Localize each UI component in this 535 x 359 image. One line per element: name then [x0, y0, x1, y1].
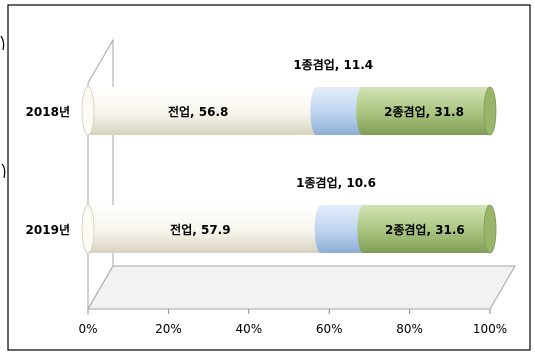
bar-segment-1-2	[357, 205, 497, 253]
data-labels: 전업, 56.8 1종겸업, 11.4 2종겸업, 31.8 전업, 57.9 1종겸업…	[168, 57, 465, 237]
data-label: 1종겸업, 10.6	[296, 175, 376, 190]
x-tick-labels: 0% 20% 40% 60% 80% 100%	[78, 309, 507, 336]
bar-start-cap	[81, 204, 95, 254]
chart-walls	[87, 38, 516, 311]
floor	[87, 265, 516, 310]
x-tick-label: 20%	[155, 322, 182, 336]
bar-segment-0-1	[310, 87, 369, 135]
bar-segment-1-0	[82, 205, 327, 253]
bar-segment-1-1	[314, 205, 370, 253]
data-label: 1종겸업, 11.4	[293, 57, 373, 72]
data-label: 2종겸업, 31.8	[384, 104, 464, 119]
x-tick-label: 100%	[473, 322, 507, 336]
edge-fragment	[0, 35, 5, 51]
bar-end-cap	[483, 204, 497, 254]
edge-fragment	[1, 163, 6, 179]
x-tick-label: 0%	[78, 322, 97, 336]
data-label: 2종겸업, 31.6	[385, 222, 465, 237]
bar-end-cap	[483, 86, 497, 136]
data-label: 전업, 57.9	[170, 222, 230, 237]
data-label: 전업, 56.8	[168, 104, 228, 119]
category-label: 2019년	[26, 223, 70, 237]
chart-frame	[7, 4, 531, 351]
bar-segment-0-0	[82, 87, 323, 135]
x-tick-label: 60%	[316, 322, 343, 336]
side-wall	[87, 38, 114, 311]
x-tick-label: 40%	[235, 322, 262, 336]
category-labels: 2018년 2019년	[26, 105, 70, 237]
chart-bars	[81, 86, 497, 254]
x-tick-label: 80%	[396, 322, 423, 336]
bar-segment-0-2	[356, 87, 496, 135]
bar-start-cap	[81, 86, 95, 136]
category-label: 2018년	[26, 105, 70, 119]
